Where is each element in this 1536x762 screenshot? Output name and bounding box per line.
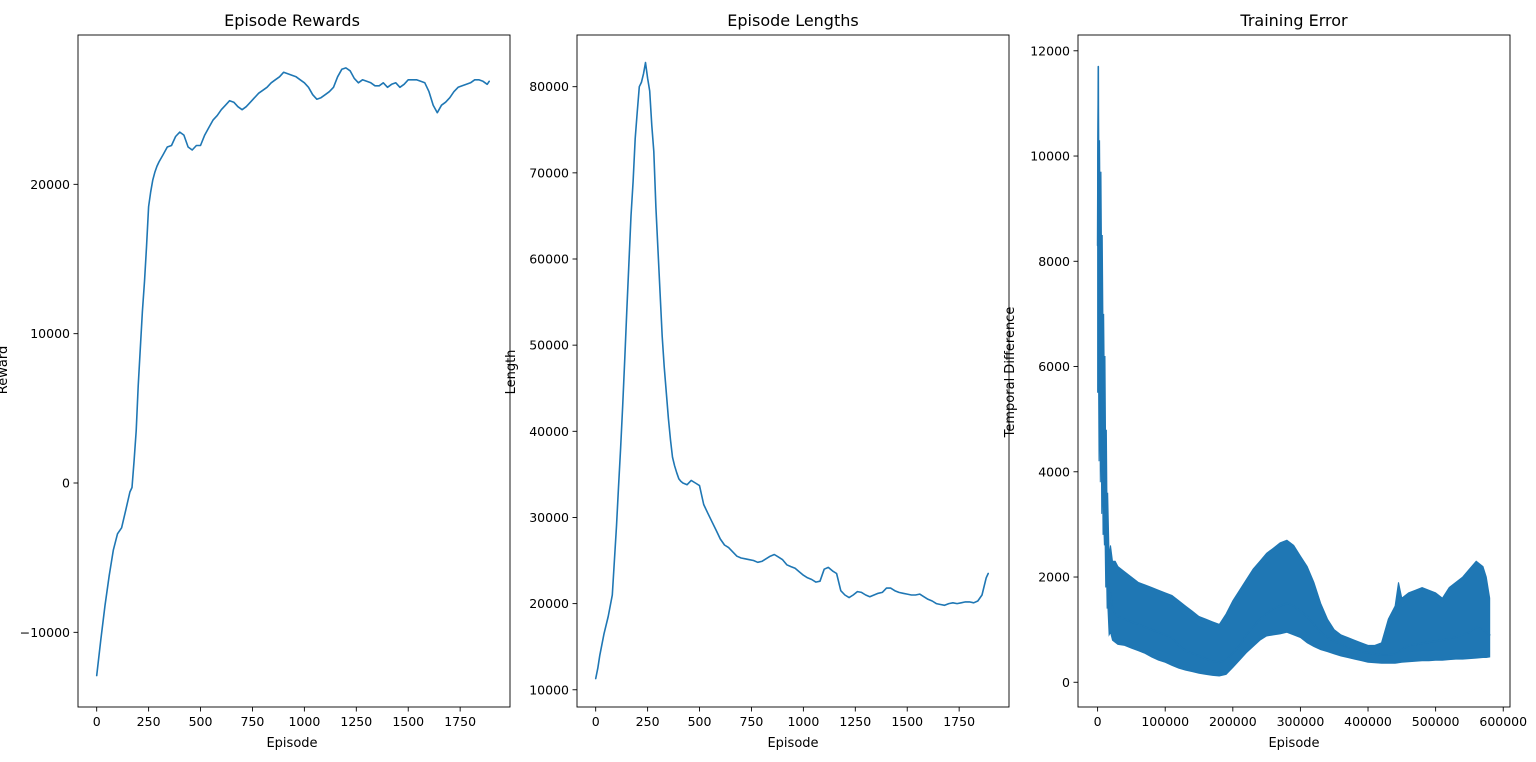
y-axis-label: Temporal Difference	[1003, 307, 1018, 439]
x-axis-ticks: 0 250 500 750 1000 1250 1500 1750	[93, 707, 476, 729]
y-tick-label: 2000	[1038, 570, 1070, 585]
y-tick-label: 30000	[529, 510, 569, 525]
x-tick-label: 500	[189, 714, 213, 729]
x-tick-label: 500000	[1412, 714, 1460, 729]
x-axis-label: Episode	[266, 736, 317, 751]
y-axis-ticks: 10000 20000 30000 40000 50000 60000 70000 80000	[529, 79, 577, 697]
y-tick-label: 60000	[529, 252, 569, 267]
chart-title: Episode Rewards	[224, 11, 360, 30]
x-axis-ticks: 0 100000 200000 300000 400000 500000 600000	[1094, 707, 1527, 729]
axes-frame	[576, 34, 1010, 708]
x-tick-label: 500	[688, 714, 712, 729]
y-tick-label: −10000	[20, 625, 70, 640]
y-tick-label: 20000	[529, 596, 569, 611]
y-axis-ticks: 0 2000 4000 6000 8000 10000 12000	[1030, 43, 1078, 690]
chart-episode-rewards: Episode Rewards Episode Reward 0 250 500 75…	[0, 11, 511, 751]
y-tick-label: 40000	[529, 424, 569, 439]
chart-training-error: Training Error Episode Temporal Differen…	[1003, 11, 1527, 751]
x-tick-label: 1250	[340, 714, 372, 729]
x-tick-label: 400000	[1344, 714, 1392, 729]
y-tick-label: 20000	[30, 177, 70, 192]
x-tick-label: 750	[740, 714, 764, 729]
x-tick-label: 0	[592, 714, 600, 729]
x-tick-label: 250	[137, 714, 161, 729]
axes-frame	[77, 34, 511, 708]
plot-area	[594, 61, 990, 680]
series-line	[95, 67, 491, 677]
x-tick-label: 1250	[839, 714, 871, 729]
y-tick-label: 10000	[1030, 149, 1070, 164]
x-tick-label: 200000	[1209, 714, 1257, 729]
x-tick-label: 0	[1094, 714, 1102, 729]
y-tick-label: 0	[62, 476, 70, 491]
plot-area	[1096, 65, 1491, 677]
x-tick-label: 600000	[1479, 714, 1527, 729]
y-tick-label: 4000	[1038, 464, 1070, 479]
axes-frame	[1077, 34, 1511, 708]
x-tick-label: 0	[93, 714, 101, 729]
chart-title: Episode Lengths	[727, 11, 858, 30]
x-tick-label: 100000	[1141, 714, 1189, 729]
y-tick-label: 0	[1062, 675, 1070, 690]
x-tick-label: 1500	[392, 714, 424, 729]
y-tick-label: 10000	[529, 682, 569, 697]
x-tick-label: 250	[636, 714, 660, 729]
chart-title: Training Error	[1239, 11, 1348, 30]
y-axis-ticks: −10000 0 10000 20000	[20, 177, 78, 640]
series-line	[1096, 65, 1491, 664]
x-axis-label: Episode	[767, 736, 818, 751]
x-tick-label: 750	[241, 714, 265, 729]
chart-episode-lengths: Episode Lengths Episode Length 0 250 500 75…	[504, 11, 1010, 751]
y-tick-label: 12000	[1030, 43, 1070, 58]
y-tick-label: 80000	[529, 79, 569, 94]
y-tick-label: 50000	[529, 338, 569, 353]
y-tick-label: 10000	[30, 326, 70, 341]
x-tick-label: 1000	[787, 714, 819, 729]
x-axis-ticks: 0 250 500 750 1000 1250 1500 1750	[592, 707, 975, 729]
y-axis-label: Reward	[0, 346, 11, 394]
y-tick-label: 70000	[529, 165, 569, 180]
series-line	[594, 61, 990, 680]
y-tick-label: 8000	[1038, 254, 1070, 269]
x-tick-label: 1000	[288, 714, 320, 729]
x-tick-label: 1750	[943, 714, 975, 729]
x-tick-label: 1500	[891, 714, 923, 729]
series-noise-band	[1097, 66, 1491, 677]
y-tick-label: 6000	[1038, 359, 1070, 374]
y-axis-label: Length	[504, 350, 519, 395]
x-axis-label: Episode	[1268, 736, 1319, 751]
x-tick-label: 1750	[444, 714, 476, 729]
x-tick-label: 300000	[1277, 714, 1325, 729]
plot-area	[95, 67, 491, 677]
